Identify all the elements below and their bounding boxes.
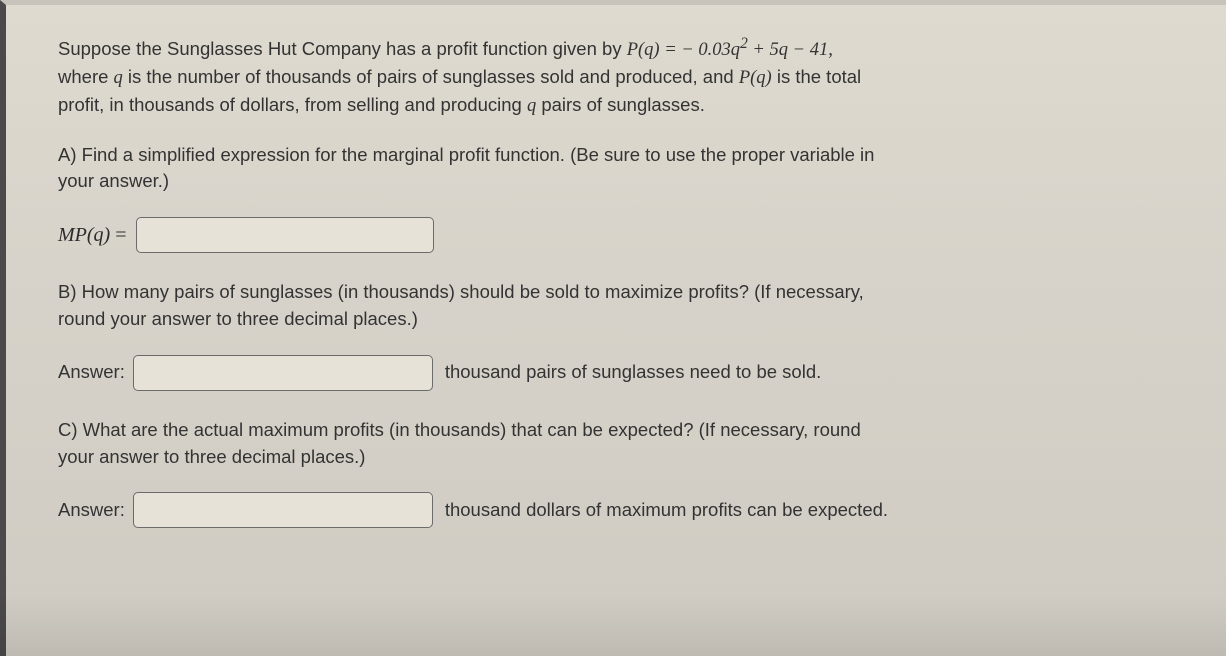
part-a-prompt: A) Find a simplified expression for the … xyxy=(58,142,1174,196)
part-a-line1: A) Find a simplified expression for the … xyxy=(58,144,874,165)
mp-equals: = xyxy=(110,224,126,246)
equals-sign: = xyxy=(660,40,682,60)
intro-text-2b: is the number of thousands of pairs of s… xyxy=(123,66,739,87)
intro-text-3a: profit, in thousands of dollars, from se… xyxy=(58,94,527,115)
part-b-after: thousand pairs of sunglasses need to be … xyxy=(445,359,821,386)
part-b-label: Answer: xyxy=(58,359,125,386)
part-c-label: Answer: xyxy=(58,497,125,524)
intro-text-1: Suppose the Sunglasses Hut Company has a… xyxy=(58,38,627,59)
part-c-answer-row: Answer: thousand dollars of maximum prof… xyxy=(58,492,1174,528)
profit-fn-rhs-1: − 0.03q xyxy=(681,40,740,60)
profit-fn-lhs: P(q) xyxy=(627,40,660,60)
part-c-input[interactable] xyxy=(133,492,433,528)
intro-paragraph: Suppose the Sunglasses Hut Company has a… xyxy=(58,33,1174,120)
part-c-after: thousand dollars of maximum profits can … xyxy=(445,497,888,524)
var-q-1: q xyxy=(114,68,123,88)
var-q-2: q xyxy=(527,96,536,116)
part-a-line2: your answer.) xyxy=(58,170,169,191)
part-c-line2: your answer to three decimal places.) xyxy=(58,446,365,467)
intro-text-3b: pairs of sunglasses. xyxy=(536,94,705,115)
profit-fn-exp: 2 xyxy=(740,35,748,52)
part-c-prompt: C) What are the actual maximum profits (… xyxy=(58,417,1174,471)
profit-fn-ref: P(q) xyxy=(739,68,772,88)
part-a-answer-row: MP(q) = xyxy=(58,217,1174,253)
part-c-line1: C) What are the actual maximum profits (… xyxy=(58,419,861,440)
part-b-line1: B) How many pairs of sunglasses (in thou… xyxy=(58,281,864,302)
intro-text-2a: where xyxy=(58,66,114,87)
part-b-line2: round your answer to three decimal place… xyxy=(58,308,418,329)
profit-fn-rhs-2: + 5q − 41, xyxy=(748,40,833,60)
part-b-input[interactable] xyxy=(133,355,433,391)
mp-lhs: MP(q) = xyxy=(58,221,126,250)
part-b-prompt: B) How many pairs of sunglasses (in thou… xyxy=(58,279,1174,333)
intro-text-2c: is the total xyxy=(772,66,861,87)
question-panel: Suppose the Sunglasses Hut Company has a… xyxy=(0,0,1226,656)
mp-lhs-text: MP(q) xyxy=(58,224,110,246)
part-b-answer-row: Answer: thousand pairs of sunglasses nee… xyxy=(58,355,1174,391)
part-a-input[interactable] xyxy=(136,217,434,253)
